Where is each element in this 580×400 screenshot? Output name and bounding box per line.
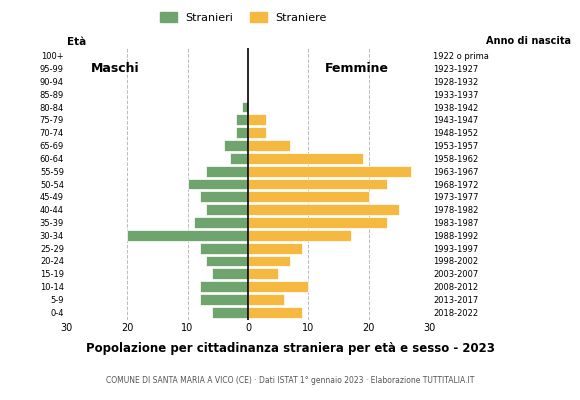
Bar (248, 191, 369, 202)
Text: Popolazione per cittadinanza straniera per età e sesso - 2023: Popolazione per cittadinanza straniera p… (86, 342, 494, 355)
Bar (212, 268, 248, 279)
Text: Anno di nascita: Anno di nascita (486, 36, 571, 46)
Text: COMUNE DI SANTA MARIA A VICO (CE) · Dati ISTAT 1° gennaio 2023 · Elaborazione TU: COMUNE DI SANTA MARIA A VICO (CE) · Dati… (106, 376, 474, 385)
Bar (206, 256, 248, 266)
Bar (248, 127, 266, 138)
Bar (248, 140, 290, 151)
Bar (248, 268, 278, 279)
Bar (200, 191, 248, 202)
Text: Femmine: Femmine (325, 62, 389, 75)
Bar (127, 230, 248, 241)
Bar (200, 294, 248, 305)
Text: Età: Età (67, 37, 86, 47)
Bar (248, 166, 411, 177)
Bar (206, 204, 248, 215)
Bar (248, 294, 284, 305)
Bar (248, 114, 266, 125)
Bar (236, 114, 248, 125)
Bar (230, 153, 248, 164)
Bar (242, 102, 248, 112)
Bar (248, 230, 351, 241)
Bar (248, 153, 362, 164)
Bar (248, 281, 309, 292)
Bar (194, 217, 248, 228)
Bar (236, 127, 248, 138)
Bar (248, 307, 302, 318)
Bar (206, 166, 248, 177)
Bar (200, 281, 248, 292)
Bar (224, 140, 248, 151)
Bar (200, 243, 248, 254)
Bar (248, 204, 399, 215)
Bar (248, 256, 290, 266)
Bar (212, 307, 248, 318)
Legend: Stranieri, Straniere: Stranieri, Straniere (155, 8, 332, 27)
Bar (248, 178, 387, 190)
Bar (248, 217, 387, 228)
Bar (248, 243, 302, 254)
Text: Maschi: Maschi (90, 62, 139, 75)
Bar (187, 178, 248, 190)
